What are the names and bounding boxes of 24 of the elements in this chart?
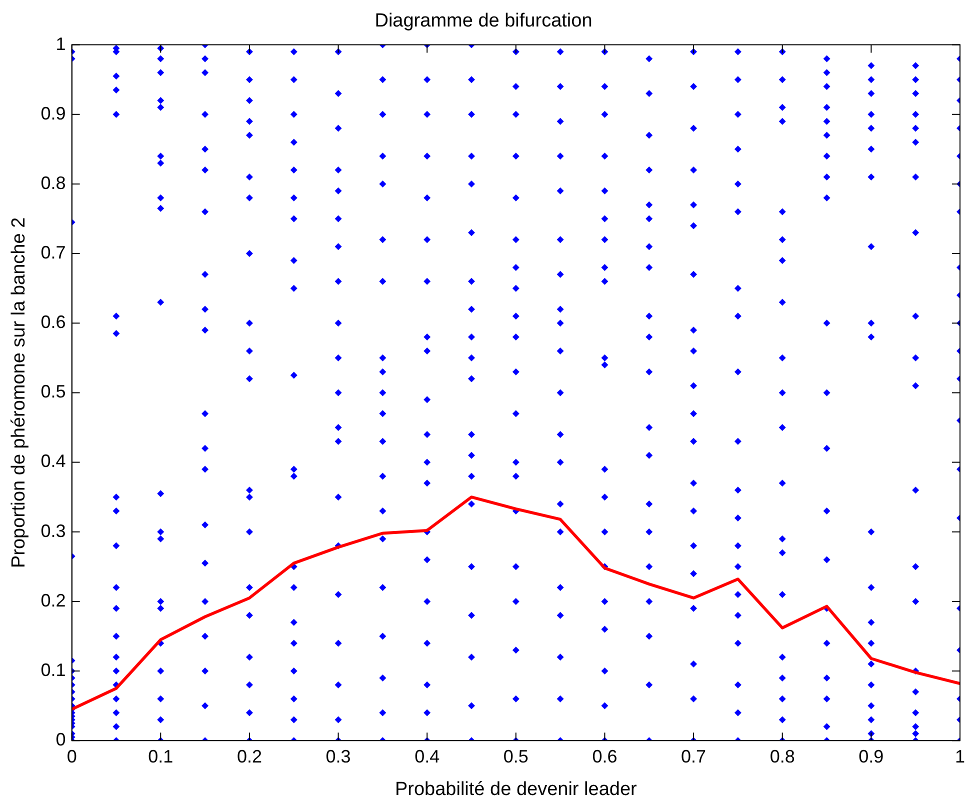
x-tick-label: 0.2 — [236, 746, 262, 766]
y-tick-label: 0 — [56, 730, 66, 750]
y-tick-label: 0.6 — [40, 312, 66, 332]
y-tick-label: 1 — [56, 34, 66, 54]
x-tick-label: 1 — [954, 746, 965, 766]
y-tick-label: 0.2 — [40, 590, 66, 610]
x-tick-label: 0.3 — [326, 746, 351, 766]
y-tick-label: 0.5 — [40, 382, 66, 402]
y-tick-label: 0.3 — [40, 520, 66, 541]
x-tick-label: 0.7 — [681, 746, 706, 766]
x-tick-label: 0.6 — [592, 746, 618, 766]
x-tick-label: 0.9 — [858, 746, 884, 766]
y-tick-label: 0.7 — [40, 242, 66, 263]
chart-title: Diagramme de bifurcation — [374, 10, 592, 32]
x-tick-label: 0.4 — [414, 746, 440, 766]
y-tick-label: 0.1 — [40, 660, 66, 680]
y-axis-title: Proportion de phéromone sur la banche 2 — [8, 217, 30, 568]
x-tick-label: 0.1 — [148, 746, 174, 766]
y-tick-label: 0.9 — [40, 103, 66, 124]
y-tick-label: 0.8 — [40, 172, 66, 193]
y-tick-label: 0.4 — [40, 451, 66, 472]
x-tick-label: 0.8 — [770, 746, 795, 766]
x-axis-title: Probabilité de devenir leader — [394, 778, 638, 800]
x-tick-label: 0.5 — [503, 746, 528, 766]
